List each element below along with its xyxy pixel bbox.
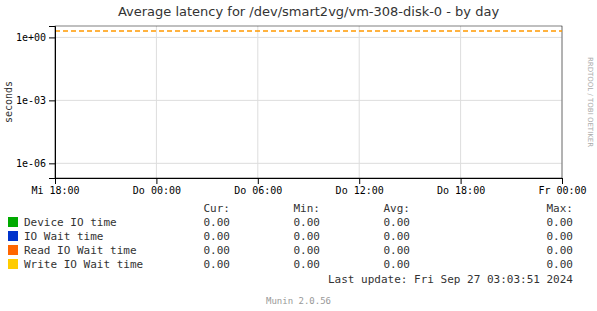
x-tick-label: Do 06:00 [234, 185, 282, 196]
x-axis: Mi 18:00 Do 00:00 Do 06:00 Do 12:00 Do 18:00… [31, 178, 586, 196]
table-cell: 0.00 [294, 244, 321, 257]
y-tick-label: 1e-06 [16, 158, 46, 169]
marks [55, 31, 562, 32]
grid-line-y [55, 163, 562, 164]
table-cell: 0.00 [294, 230, 321, 243]
y-tick-mark [49, 163, 55, 164]
table-cell: 0.00 [204, 230, 231, 243]
title: Average latency for /dev/smart2vg/vm-308… [118, 4, 499, 19]
y-tick: 1e-06 [16, 158, 55, 169]
legend-swatch [8, 217, 18, 227]
x-tick-label: Do 12:00 [336, 185, 384, 196]
grid-line-x [359, 26, 360, 178]
table-header: Max: [547, 202, 574, 215]
table-header: Cur: [204, 202, 231, 215]
table-cell: 0.00 [204, 244, 231, 257]
legend-swatch [8, 231, 18, 241]
y-tick-label: 1e+00 [16, 32, 46, 43]
y-axis-title: seconds [3, 81, 14, 123]
y-tick-mark [49, 100, 55, 101]
x-tick: Fr 00:00 [538, 178, 586, 196]
legend-label: IO Wait time [24, 230, 103, 243]
table-cell: 0.00 [384, 244, 411, 257]
grid-line-x [257, 26, 258, 178]
table-cell: 0.00 [547, 230, 574, 243]
side-watermark: RRDTOOL / TOBI OETIKER [586, 57, 594, 147]
y-tick-label: 1e-03 [16, 95, 46, 106]
x-tick: Mi 18:00 [31, 178, 79, 196]
x-tick-mark [359, 178, 360, 184]
chart: Average latency for /dev/smart2vg/vm-308… [0, 0, 597, 311]
grid-line-x [460, 26, 461, 178]
x-tick-mark [258, 178, 259, 184]
grid [55, 26, 562, 178]
table-cell: 0.00 [384, 258, 411, 271]
y-tick: 1e-03 [16, 95, 55, 106]
grid-line-y [55, 100, 562, 101]
legend-label: Write IO Wait time [24, 258, 143, 271]
x-tick: Do 18:00 [437, 178, 485, 196]
plot: Mi 18:00 Do 00:00 Do 06:00 Do 12:00 Do 18:00… [16, 26, 587, 196]
table-cell: 0.00 [384, 216, 411, 229]
grid-line-y [55, 37, 562, 38]
x-tick-label: Do 18:00 [437, 185, 485, 196]
watermark: Munin 2.0.56 [266, 296, 331, 306]
table-cell: 0.00 [547, 244, 574, 257]
table-header: Avg: [384, 202, 411, 215]
x-tick-mark [461, 178, 462, 184]
x-tick-mark [562, 178, 563, 184]
grid-line-x [156, 26, 157, 178]
table-cell: 0.00 [294, 216, 321, 229]
y-axis: 1e-06 1e-03 1e+00 [16, 27, 56, 179]
last-update: Last update: Fri Sep 27 03:03:51 2024 [328, 273, 573, 286]
table-cell: 0.00 [547, 258, 574, 271]
table-header: Min: [294, 202, 321, 215]
legend-swatch [8, 259, 18, 269]
table-cell: 0.00 [294, 258, 321, 271]
reference-line [55, 30, 562, 32]
x-tick-label: Fr 00:00 [538, 185, 586, 196]
x-tick-label: Do 00:00 [133, 185, 181, 196]
y-tick: 1e+00 [16, 32, 55, 43]
legend-label: Device IO time [24, 216, 117, 229]
x-tick: Do 06:00 [234, 178, 282, 196]
table-cell: 0.00 [204, 216, 231, 229]
x-tick: Do 00:00 [133, 178, 181, 196]
table-cell: 0.00 [204, 258, 231, 271]
x-tick-label: Mi 18:00 [31, 185, 79, 196]
y-tick-mark [49, 37, 55, 38]
legend-swatch [8, 245, 18, 255]
legend-label: Read IO Wait time [24, 244, 137, 257]
y-axis-line [49, 27, 56, 179]
x-tick: Do 12:00 [336, 178, 384, 196]
table-cell: 0.00 [384, 230, 411, 243]
plot-frame [55, 26, 562, 178]
table-cell: 0.00 [547, 216, 574, 229]
x-axis-line [56, 179, 563, 185]
x-tick-mark [156, 178, 157, 184]
legend-table: Cur:Min:Avg:Max:Device IO time0.000.000.… [8, 202, 573, 271]
